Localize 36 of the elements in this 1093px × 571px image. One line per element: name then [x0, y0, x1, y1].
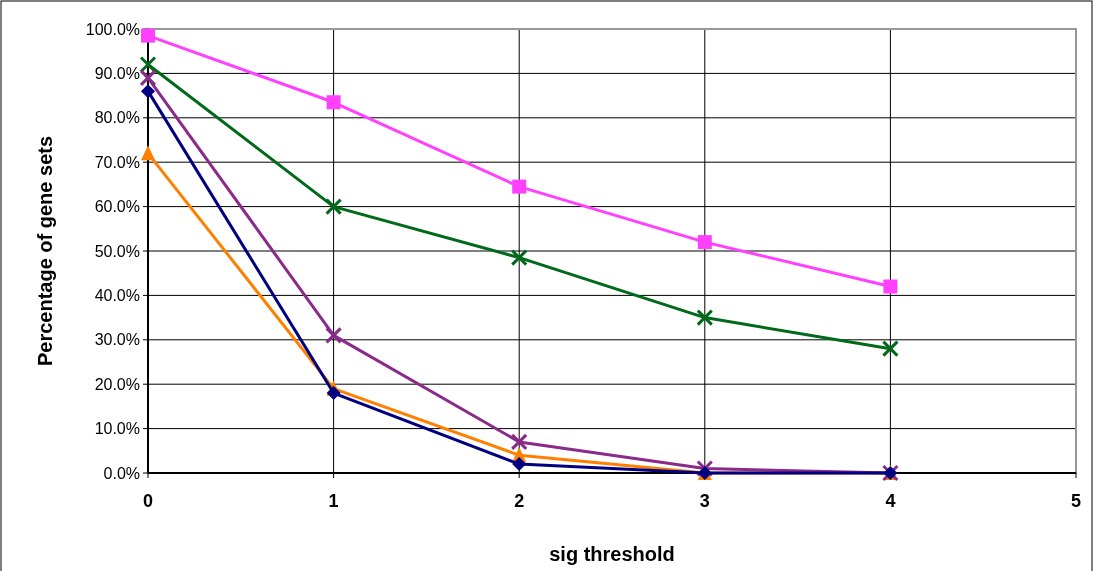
y-tick-label: 20.0% [94, 375, 140, 393]
y-tick-label: 30.0% [94, 331, 140, 349]
point [881, 340, 899, 358]
y-tick-label: 100.0% [85, 20, 140, 38]
x-tick-label: 4 [885, 491, 896, 511]
point [139, 56, 157, 74]
point [325, 326, 343, 344]
point [512, 179, 527, 194]
y-tick-label: 90.0% [94, 65, 140, 82]
point [512, 457, 527, 472]
x-tick-label: 2 [514, 491, 525, 511]
point [883, 279, 898, 294]
y-tick-label: 60.0% [94, 198, 140, 216]
point [326, 386, 341, 401]
x-tick-label: 3 [699, 491, 710, 511]
point [697, 235, 712, 250]
point [326, 95, 341, 110]
point [325, 198, 343, 216]
point [139, 69, 157, 87]
point [696, 309, 714, 327]
point [141, 84, 155, 99]
y-tick-label: 0.0% [103, 464, 140, 482]
y-tick-label: 50.0% [94, 242, 140, 260]
y-axis-title: Percentage of gene sets [34, 135, 56, 367]
point [510, 249, 528, 267]
y-tick-label: 80.0% [94, 109, 140, 127]
x-axis-title: sig threshold [549, 543, 675, 565]
x-tick-label: 0 [142, 491, 154, 511]
point [141, 28, 155, 43]
x-tick-label: 5 [1070, 491, 1082, 511]
y-tick-label: 10.0% [94, 420, 140, 438]
y-tick-label: 70.0% [94, 153, 140, 171]
x-tick-label: 1 [328, 491, 339, 511]
point [141, 145, 155, 161]
point [510, 433, 528, 451]
y-tick-label: 40.0% [94, 287, 140, 304]
